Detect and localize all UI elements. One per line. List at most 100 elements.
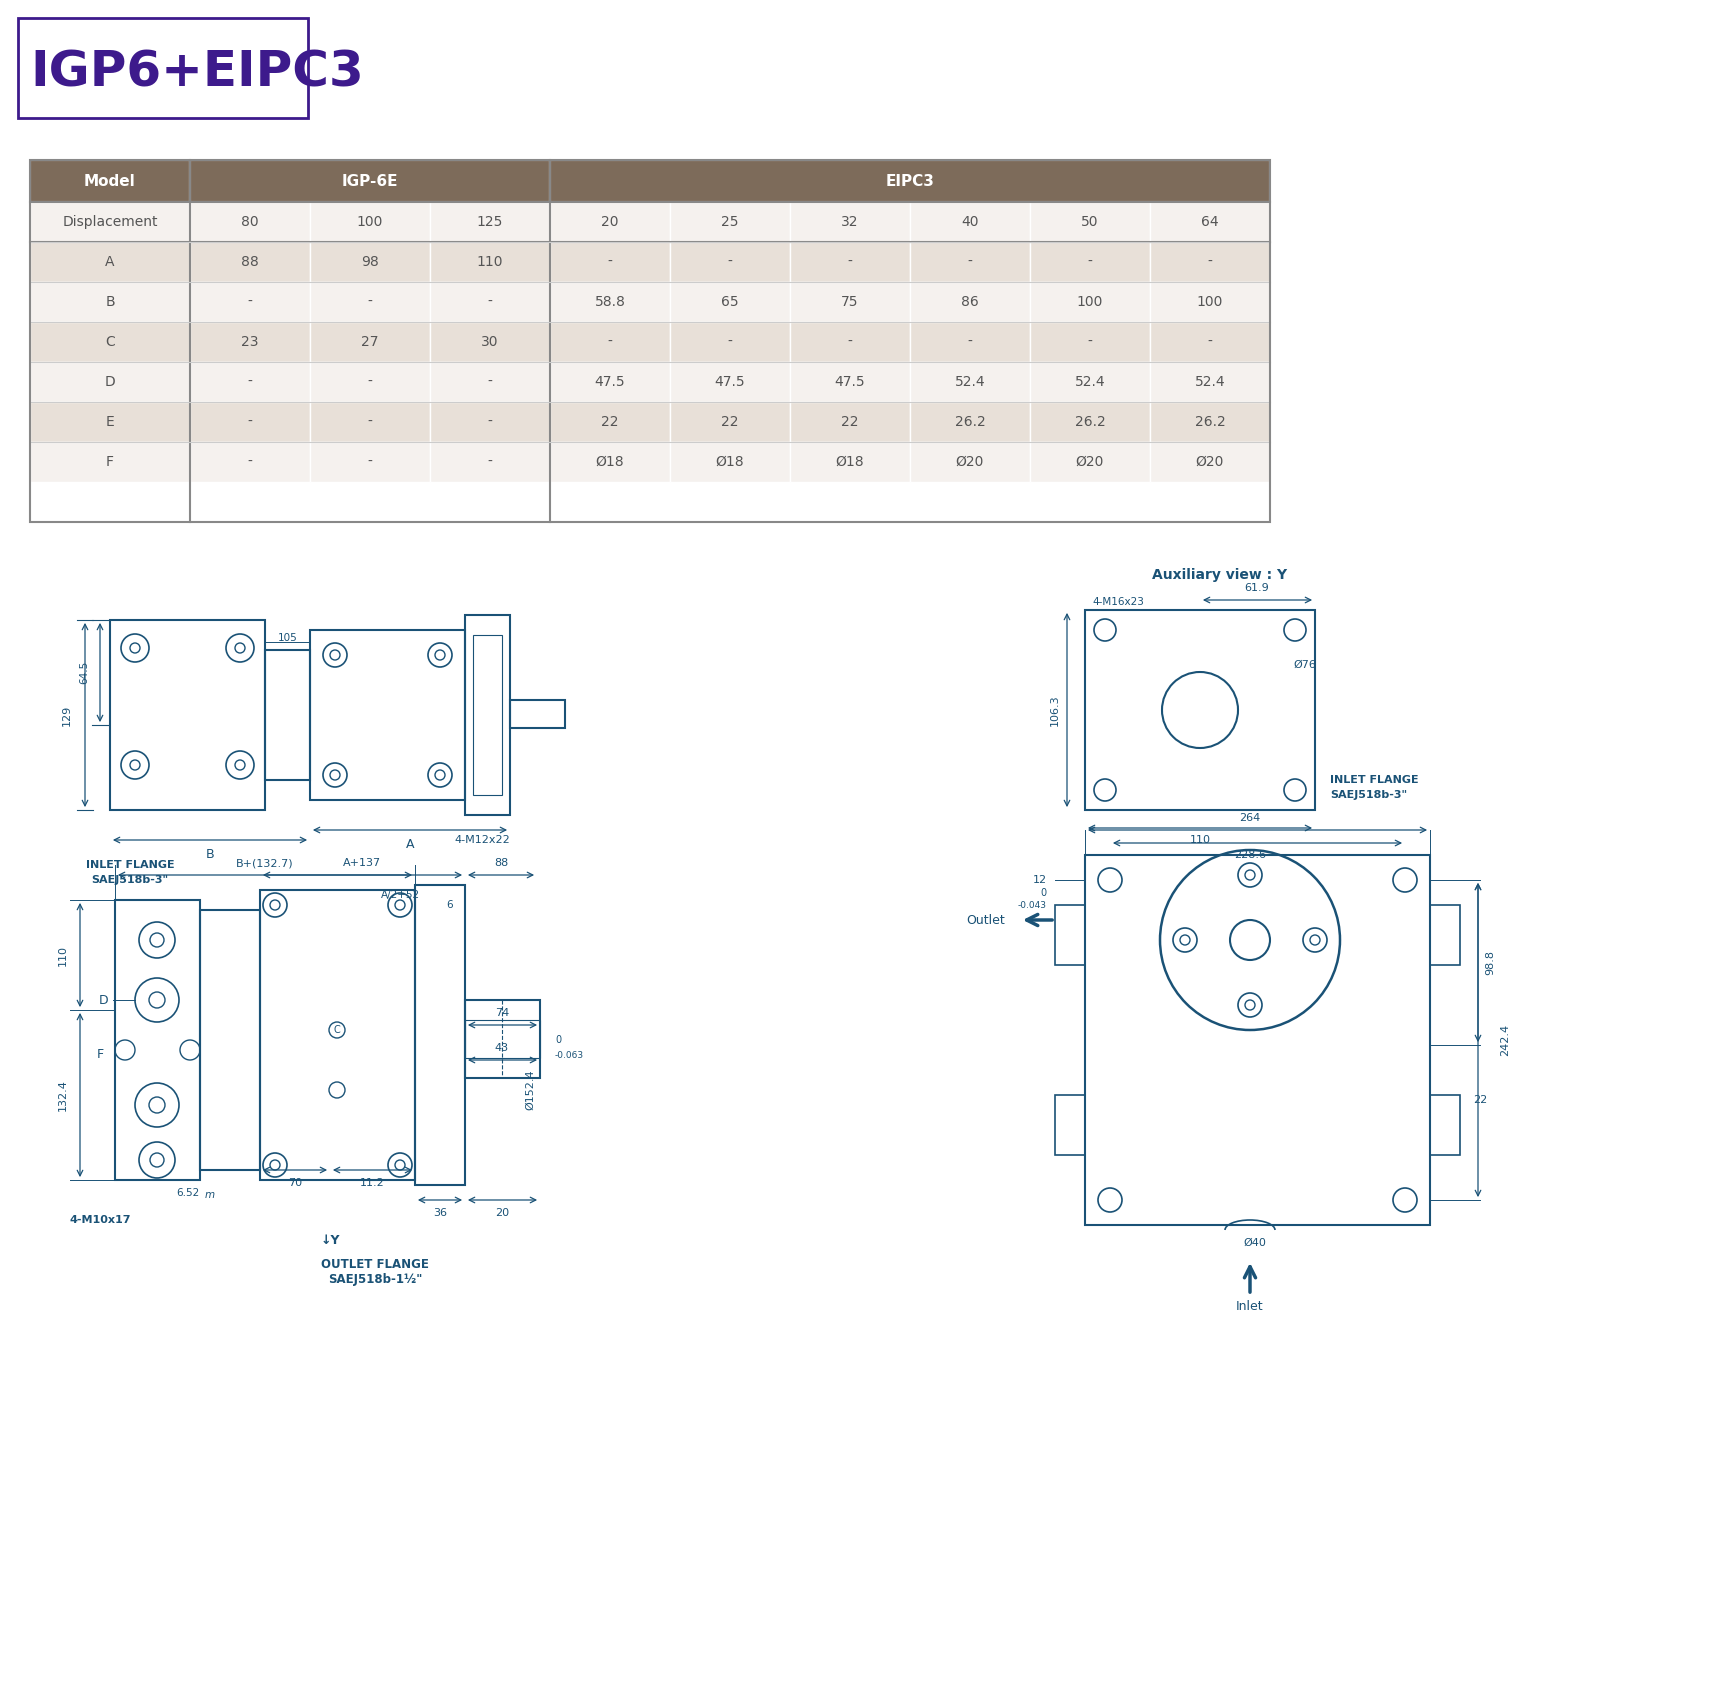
Bar (430, 321, 550, 362)
Text: 40: 40 (960, 214, 979, 230)
Bar (550, 241, 669, 282)
Text: IGP6+EIPC3: IGP6+EIPC3 (31, 48, 363, 95)
Text: INLET FLANGE: INLET FLANGE (1330, 775, 1419, 785)
Text: -: - (728, 335, 733, 348)
Bar (260, 891, 414, 1180)
Bar (1031, 202, 1150, 241)
Text: Ø40: Ø40 (1243, 1238, 1267, 1248)
Bar (669, 202, 789, 241)
Bar (466, 1020, 539, 1057)
Text: -: - (368, 415, 373, 428)
Bar (310, 202, 430, 241)
Bar (669, 241, 789, 282)
Bar (1150, 241, 1270, 282)
Text: 20: 20 (495, 1209, 508, 1217)
Text: -: - (1207, 335, 1212, 348)
Text: Ø152.4: Ø152.4 (526, 1069, 534, 1110)
Bar (1031, 241, 1150, 282)
Bar (911, 442, 1031, 483)
Bar (31, 202, 190, 241)
Text: m: m (205, 1190, 216, 1200)
Text: INLET FLANGE: INLET FLANGE (86, 860, 175, 870)
Bar (550, 282, 669, 321)
Text: Outlet: Outlet (966, 913, 1005, 927)
Bar (190, 282, 310, 321)
Text: 75: 75 (841, 296, 859, 309)
Text: 22: 22 (721, 415, 740, 428)
Text: 47.5: 47.5 (594, 376, 625, 389)
Bar (31, 362, 190, 401)
Text: D: D (99, 993, 110, 1006)
Bar (200, 910, 260, 1170)
Text: B: B (104, 296, 115, 309)
Bar (1031, 362, 1150, 401)
Text: Ø18: Ø18 (716, 456, 745, 469)
Text: B+(132.7): B+(132.7) (236, 858, 294, 869)
Text: 100: 100 (356, 214, 383, 230)
Bar (669, 442, 789, 483)
Text: 12: 12 (1032, 876, 1048, 886)
Text: 129: 129 (62, 704, 72, 726)
Bar (1430, 904, 1460, 966)
Text: -: - (488, 296, 493, 309)
Text: Ø20: Ø20 (1195, 456, 1224, 469)
Text: 100: 100 (1197, 296, 1222, 309)
Text: ↓Y: ↓Y (320, 1234, 339, 1246)
Text: -: - (368, 296, 373, 309)
Text: 26.2: 26.2 (1195, 415, 1226, 428)
Bar (310, 401, 430, 442)
Bar (1150, 202, 1270, 241)
Bar (911, 362, 1031, 401)
Text: 36: 36 (433, 1209, 447, 1217)
Text: 110: 110 (1190, 835, 1210, 845)
Bar (911, 202, 1031, 241)
Text: Ø20: Ø20 (955, 456, 984, 469)
Bar (430, 362, 550, 401)
Bar (190, 241, 310, 282)
Text: 98.8: 98.8 (1484, 950, 1495, 974)
Bar (31, 241, 190, 282)
Text: 100: 100 (1077, 296, 1103, 309)
Bar (31, 321, 190, 362)
Text: 4-M10x17: 4-M10x17 (68, 1216, 130, 1226)
Bar (190, 202, 310, 241)
Bar (911, 241, 1031, 282)
Text: B: B (205, 848, 214, 860)
Text: -: - (608, 335, 613, 348)
Text: 64.5: 64.5 (79, 661, 89, 683)
Text: 110: 110 (58, 945, 68, 966)
Text: 80: 80 (241, 214, 259, 230)
Text: SAEJ518b-3": SAEJ518b-3" (1330, 790, 1407, 801)
Text: 11.2: 11.2 (360, 1178, 385, 1188)
Text: Ø18: Ø18 (596, 456, 625, 469)
Text: Ø76: Ø76 (1294, 660, 1317, 670)
Bar (31, 401, 190, 442)
Bar (1031, 282, 1150, 321)
Bar (265, 649, 310, 780)
Bar (1031, 321, 1150, 362)
Text: 22: 22 (841, 415, 859, 428)
Bar (1055, 904, 1085, 966)
Text: SAEJ518b-1½": SAEJ518b-1½" (327, 1273, 423, 1287)
Bar (911, 282, 1031, 321)
Text: -: - (1207, 255, 1212, 269)
Text: 27: 27 (361, 335, 378, 348)
Bar (430, 202, 550, 241)
Bar (110, 620, 265, 809)
Text: -: - (728, 255, 733, 269)
Bar (669, 362, 789, 401)
Text: 47.5: 47.5 (714, 376, 745, 389)
Bar (1055, 1095, 1085, 1154)
Text: Displacement: Displacement (62, 214, 158, 230)
Text: 64: 64 (1202, 214, 1219, 230)
Text: F: F (96, 1049, 103, 1061)
Text: A/2+52: A/2+52 (380, 891, 419, 899)
Text: 106.3: 106.3 (1049, 694, 1060, 726)
Bar (31, 442, 190, 483)
Text: -0.063: -0.063 (555, 1051, 584, 1059)
Text: Model: Model (84, 173, 135, 189)
Bar (31, 282, 190, 321)
Bar (911, 401, 1031, 442)
Bar (789, 401, 911, 442)
Text: 88: 88 (493, 858, 508, 869)
